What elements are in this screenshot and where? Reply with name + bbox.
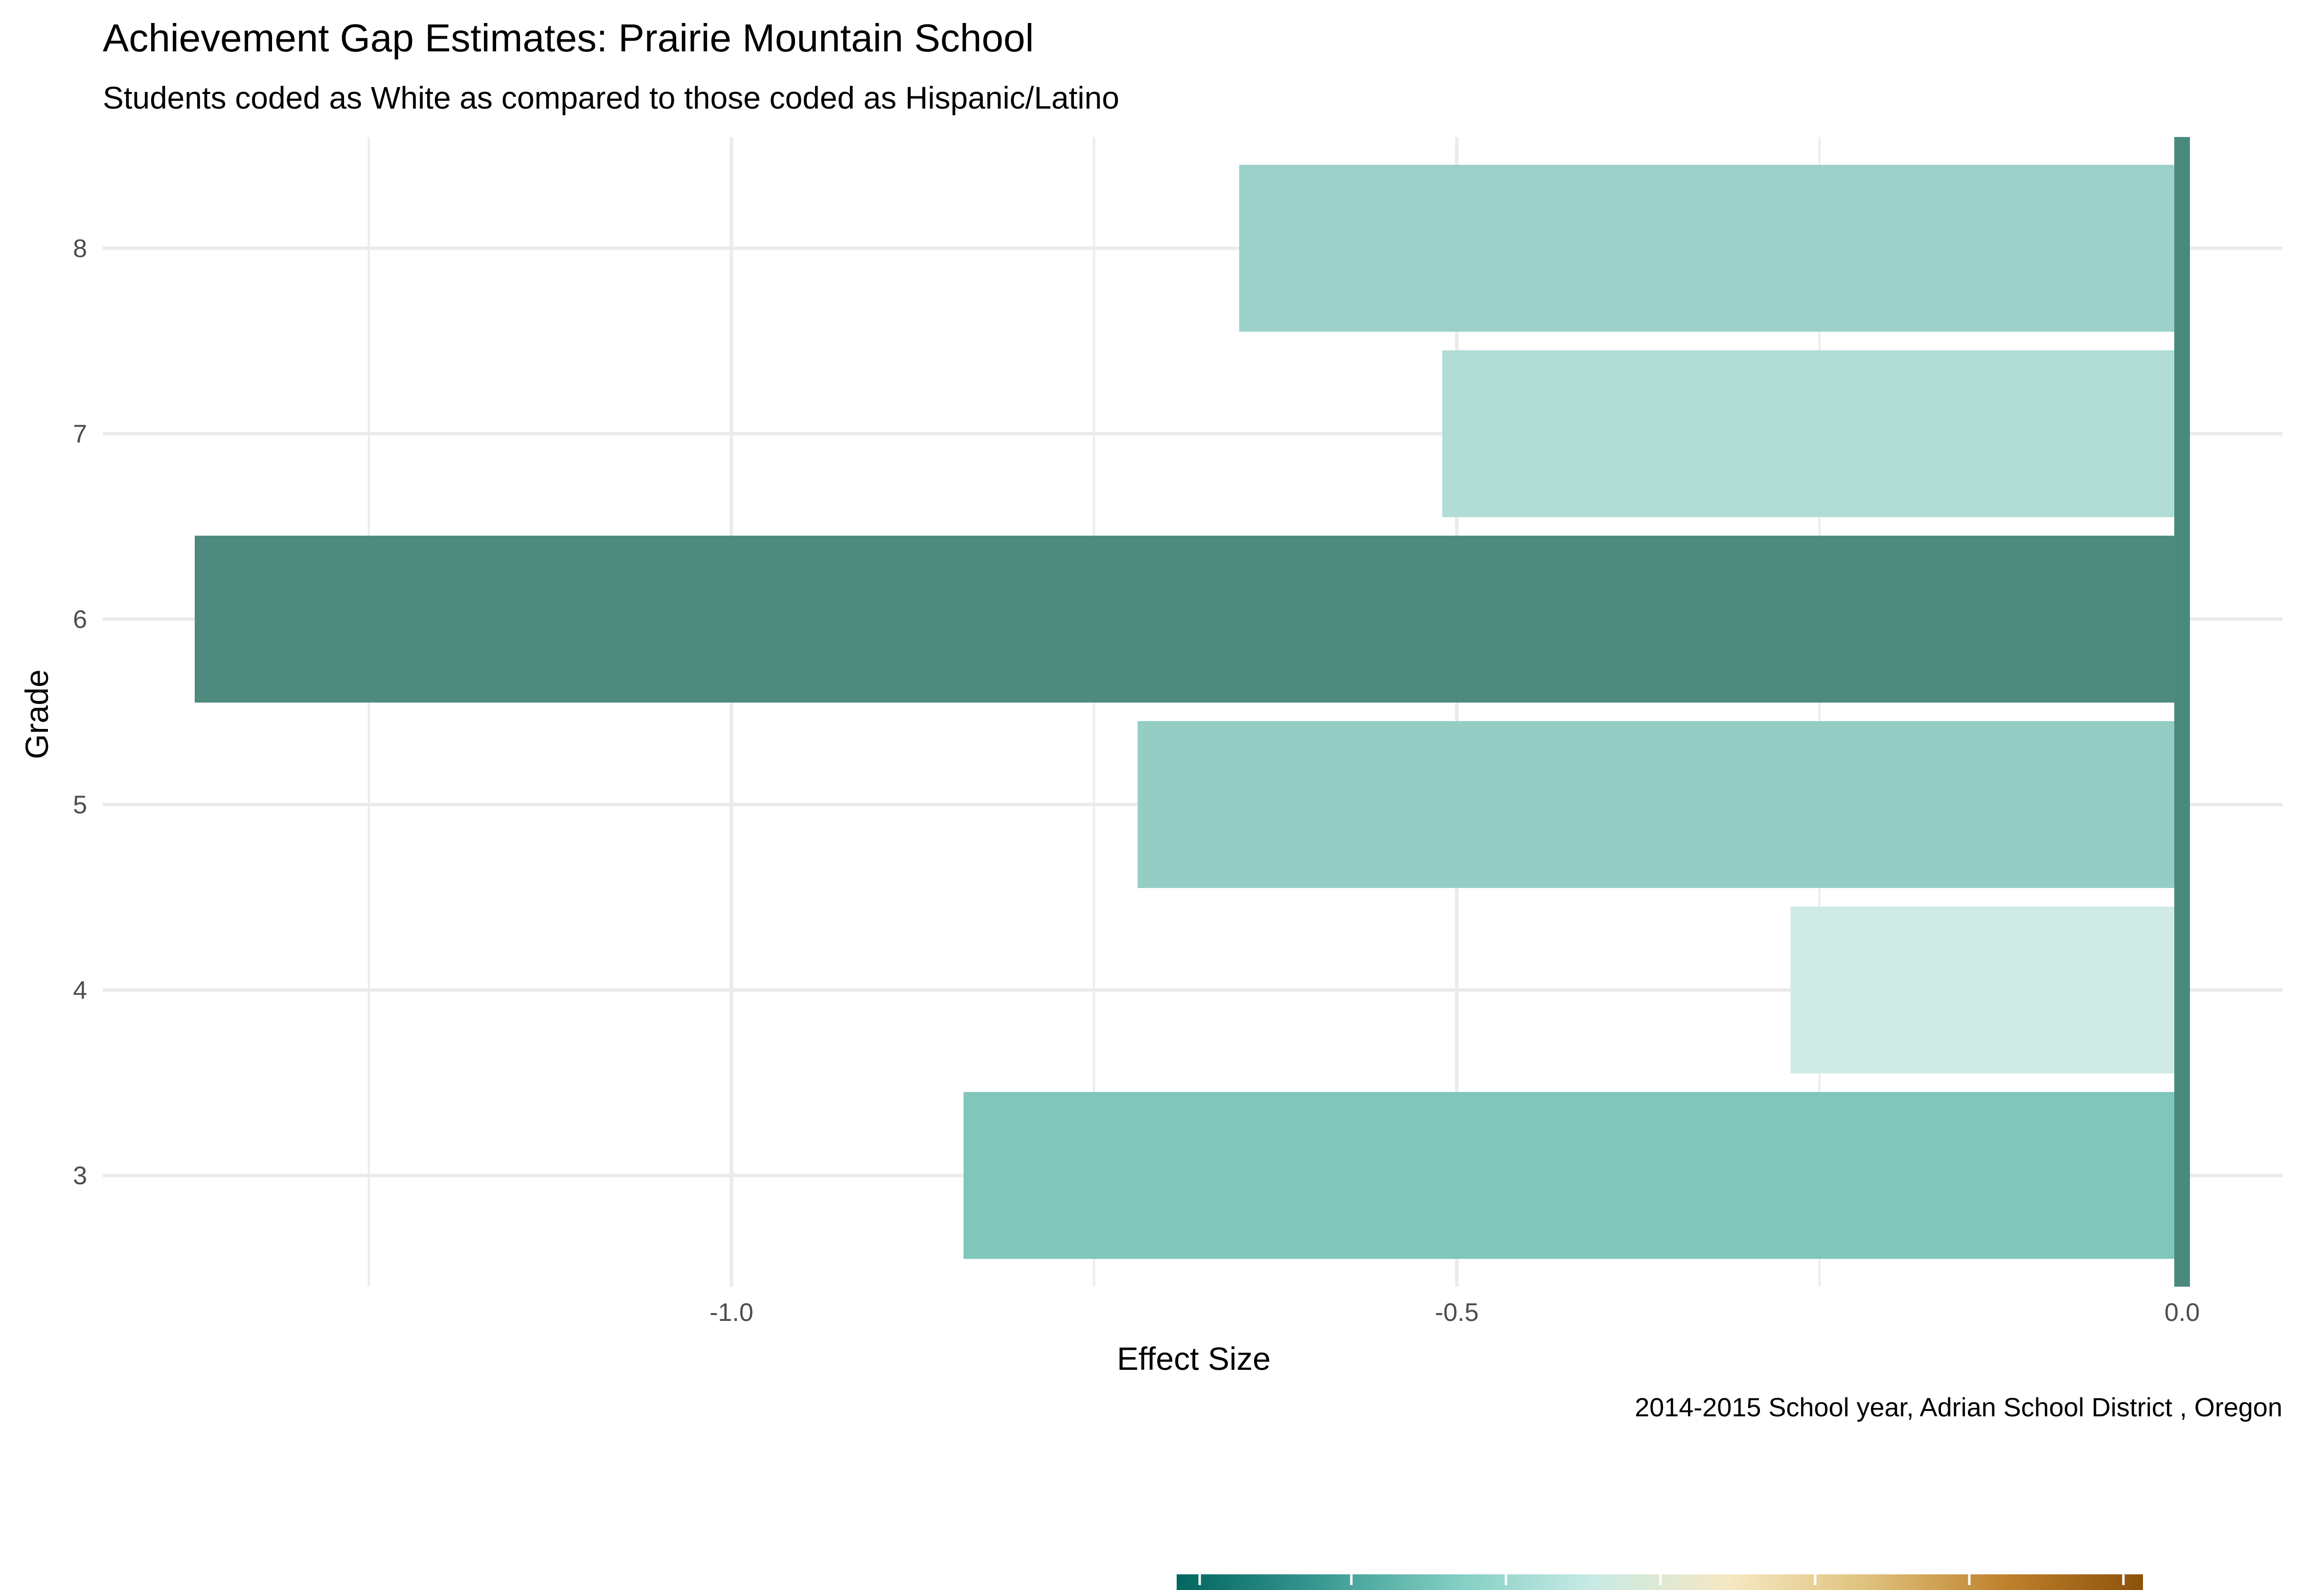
bar-grade-4	[1790, 906, 2182, 1074]
plot-panel	[103, 137, 2282, 1287]
bars	[194, 164, 2183, 1259]
x-tick-label: -1.0	[709, 1298, 753, 1327]
color-scale-ticks	[1198, 1574, 2125, 1585]
y-tick-label: 8	[73, 234, 87, 263]
y-tick-label: 7	[73, 420, 87, 448]
bar-grade-8	[1239, 164, 2182, 332]
x-tick-label: -0.5	[1435, 1298, 1479, 1327]
y-axis: 3 4 5 6 7 8	[73, 234, 87, 1190]
zero-reference-line	[2174, 137, 2190, 1287]
chart-caption: 2014-2015 School year, Adrian School Dis…	[1635, 1393, 2282, 1422]
bar-grade-3	[963, 1092, 2183, 1259]
bar-grade-6	[194, 535, 2183, 703]
bar-grade-5	[1138, 721, 2182, 888]
y-tick-label: 3	[73, 1162, 87, 1190]
bar-grade-7	[1442, 350, 2182, 518]
x-axis: -1.0 -0.5 0.0	[709, 1298, 2200, 1327]
chart-subtitle: Students coded as White as compared to t…	[103, 80, 1119, 115]
y-tick-label: 4	[73, 977, 87, 1005]
y-tick-label: 5	[73, 791, 87, 819]
y-axis-title: Grade	[19, 669, 55, 759]
y-tick-label: 6	[73, 605, 87, 634]
chart-title: Achievement Gap Estimates: Prairie Mount…	[103, 16, 1034, 60]
x-tick-label: 0.0	[2165, 1298, 2200, 1327]
x-axis-title: Effect Size	[1117, 1340, 1271, 1377]
reference-line-layer	[2174, 137, 2190, 1287]
